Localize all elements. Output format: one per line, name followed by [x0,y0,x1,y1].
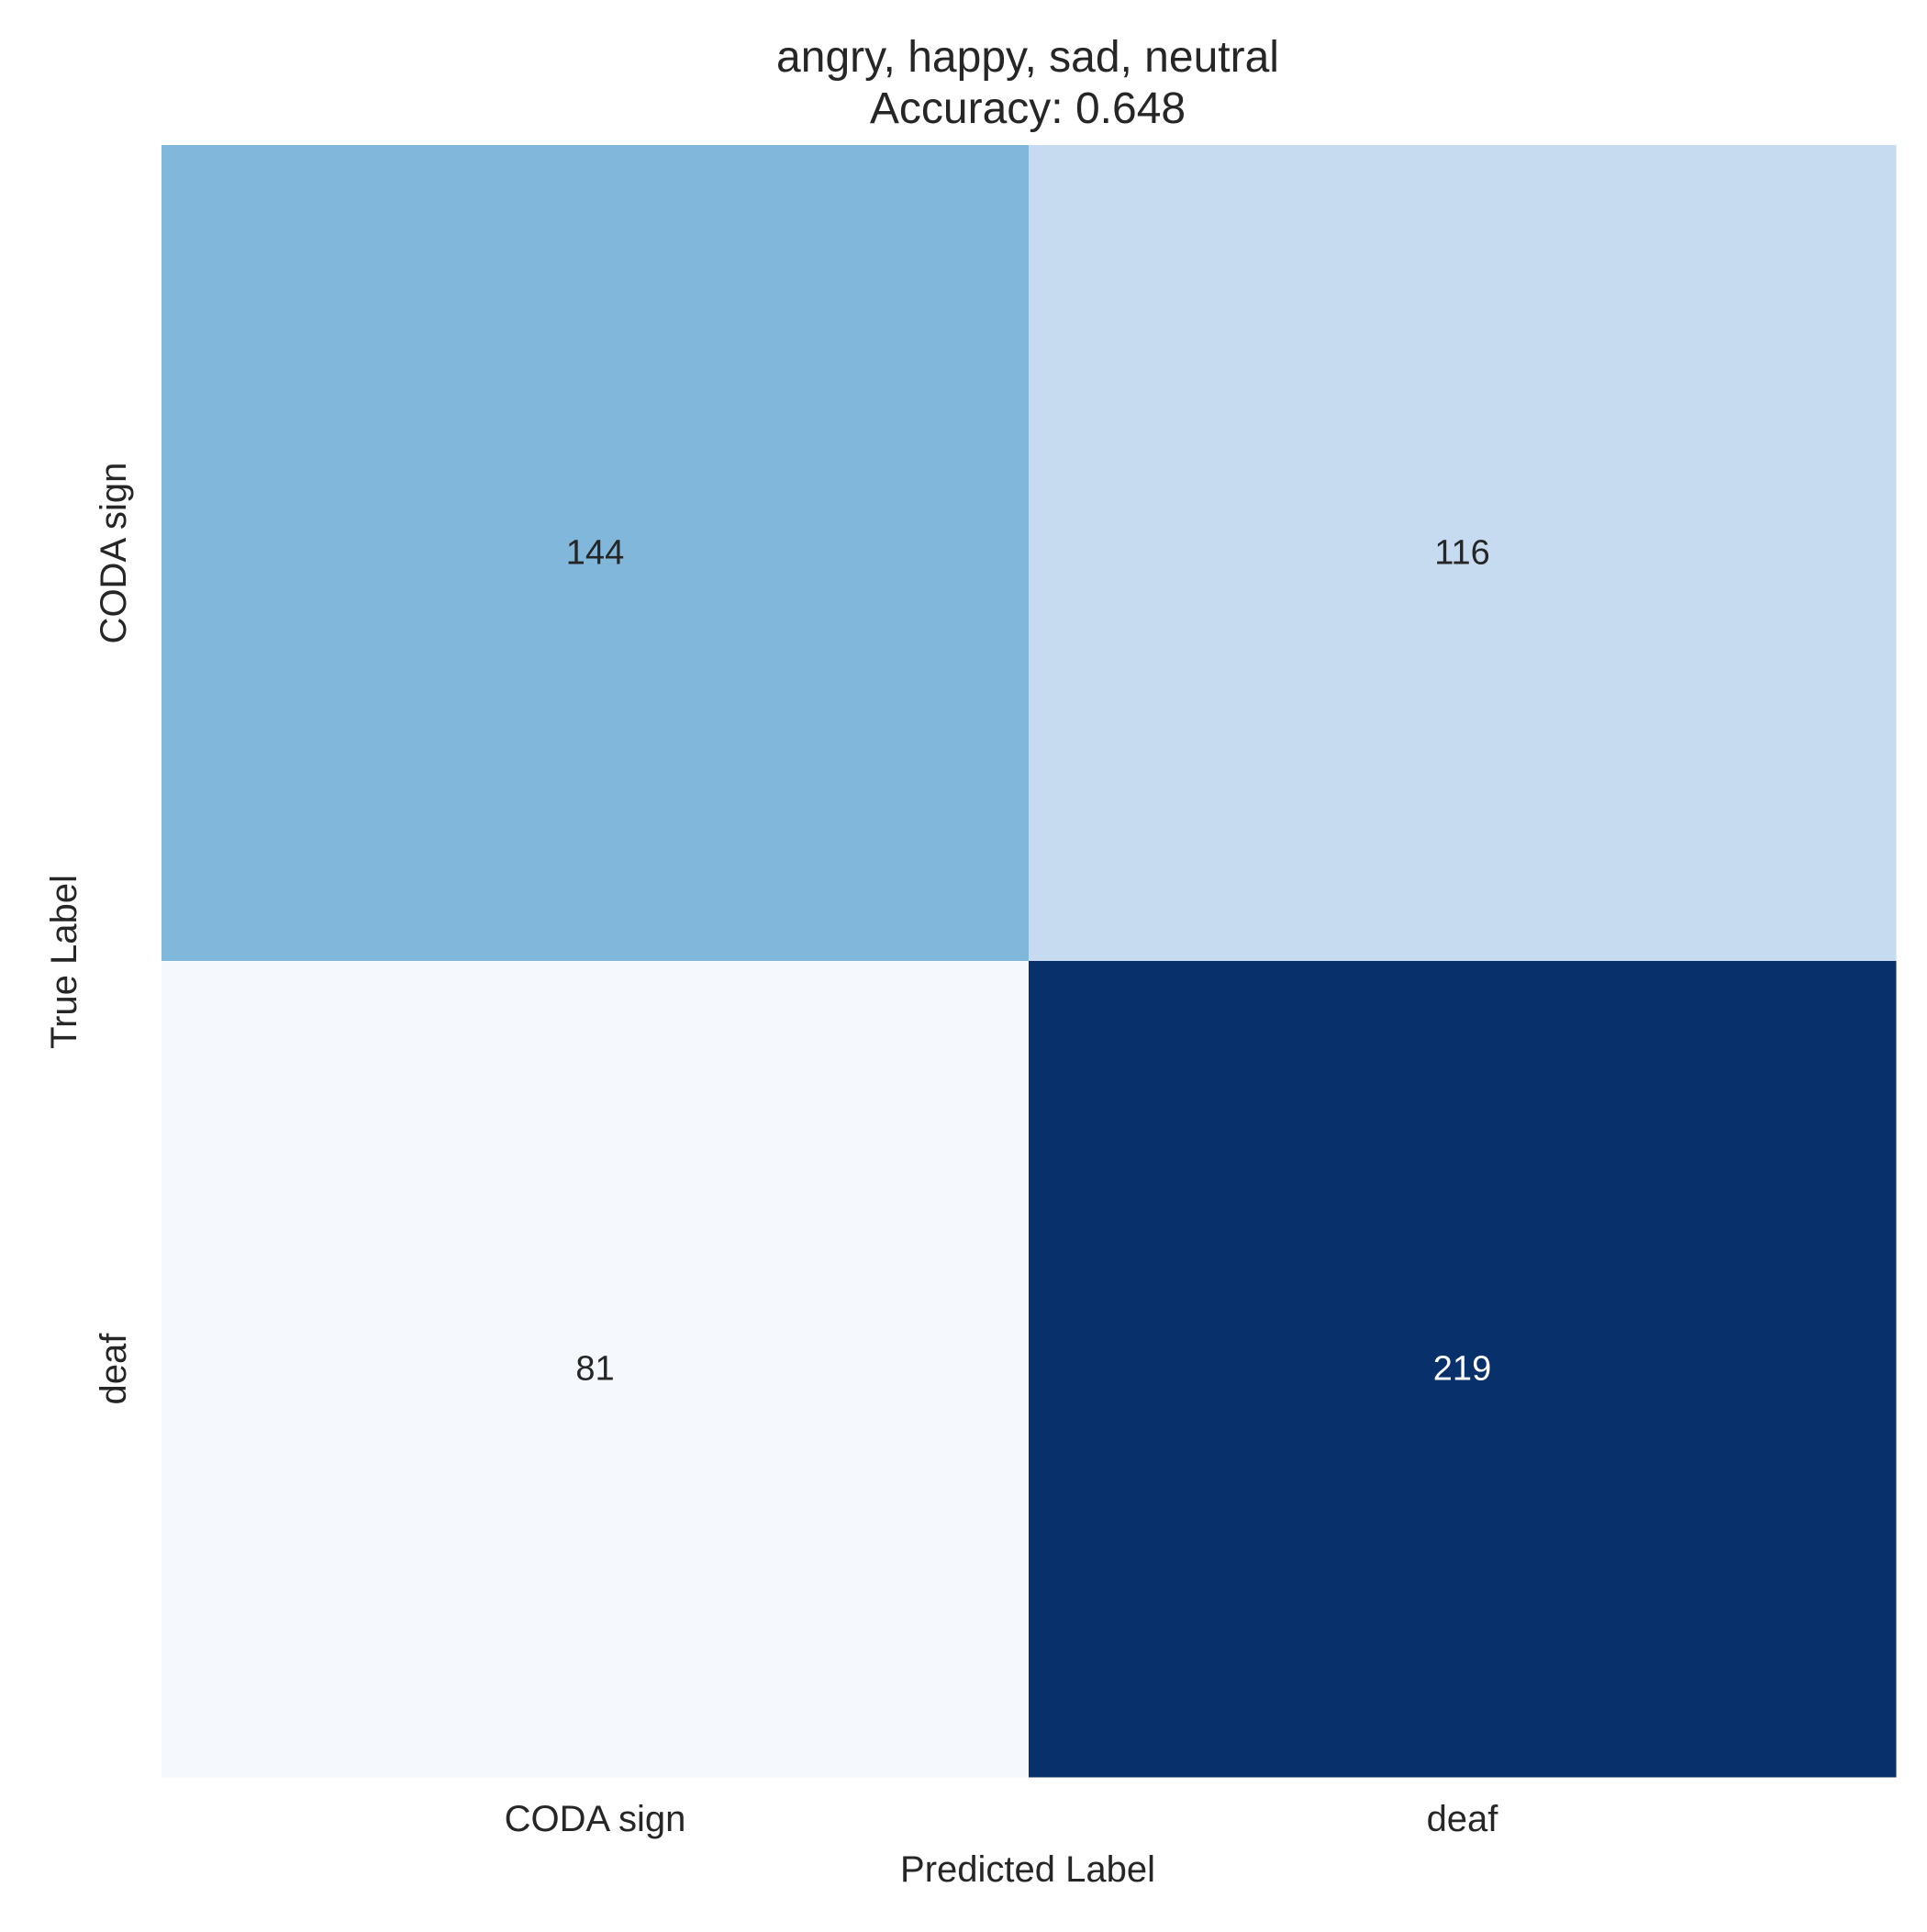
heatmap-cell-r1-c1 [1029,961,1897,1778]
cell-annotation-r1-c0: 81 [575,1350,614,1389]
x-axis-label: Predicted Label [900,1849,1155,1890]
heatmap-cell-r0-c1 [1029,145,1897,962]
cell-annotation-r0-c1: 116 [1434,534,1490,573]
y-tick-labels: CODA sign deaf [94,463,134,1405]
x-tick-labels: CODA sign deaf [505,1799,1499,1839]
heatmap-cell-r0-c0 [162,145,1030,962]
cell-annotation-r0-c0: 144 [566,534,624,573]
heatmap-annotations: 144 116 81 219 [566,534,1491,1389]
y-axis-label: True Label [44,875,84,1049]
chart-title-line-2: Accuracy: 0.648 [870,84,1186,133]
chart-title-line-1: angry, happy, sad, neutral [776,33,1279,82]
x-tick-label-0: CODA sign [505,1799,686,1839]
x-tick-label-1: deaf [1427,1799,1499,1839]
y-tick-label-0: CODA sign [94,463,134,644]
heatmap-cells [162,145,1897,1778]
cell-annotation-r1-c1: 219 [1433,1350,1491,1389]
y-tick-label-1: deaf [94,1333,134,1405]
heatmap-cell-r1-c0 [162,961,1030,1778]
